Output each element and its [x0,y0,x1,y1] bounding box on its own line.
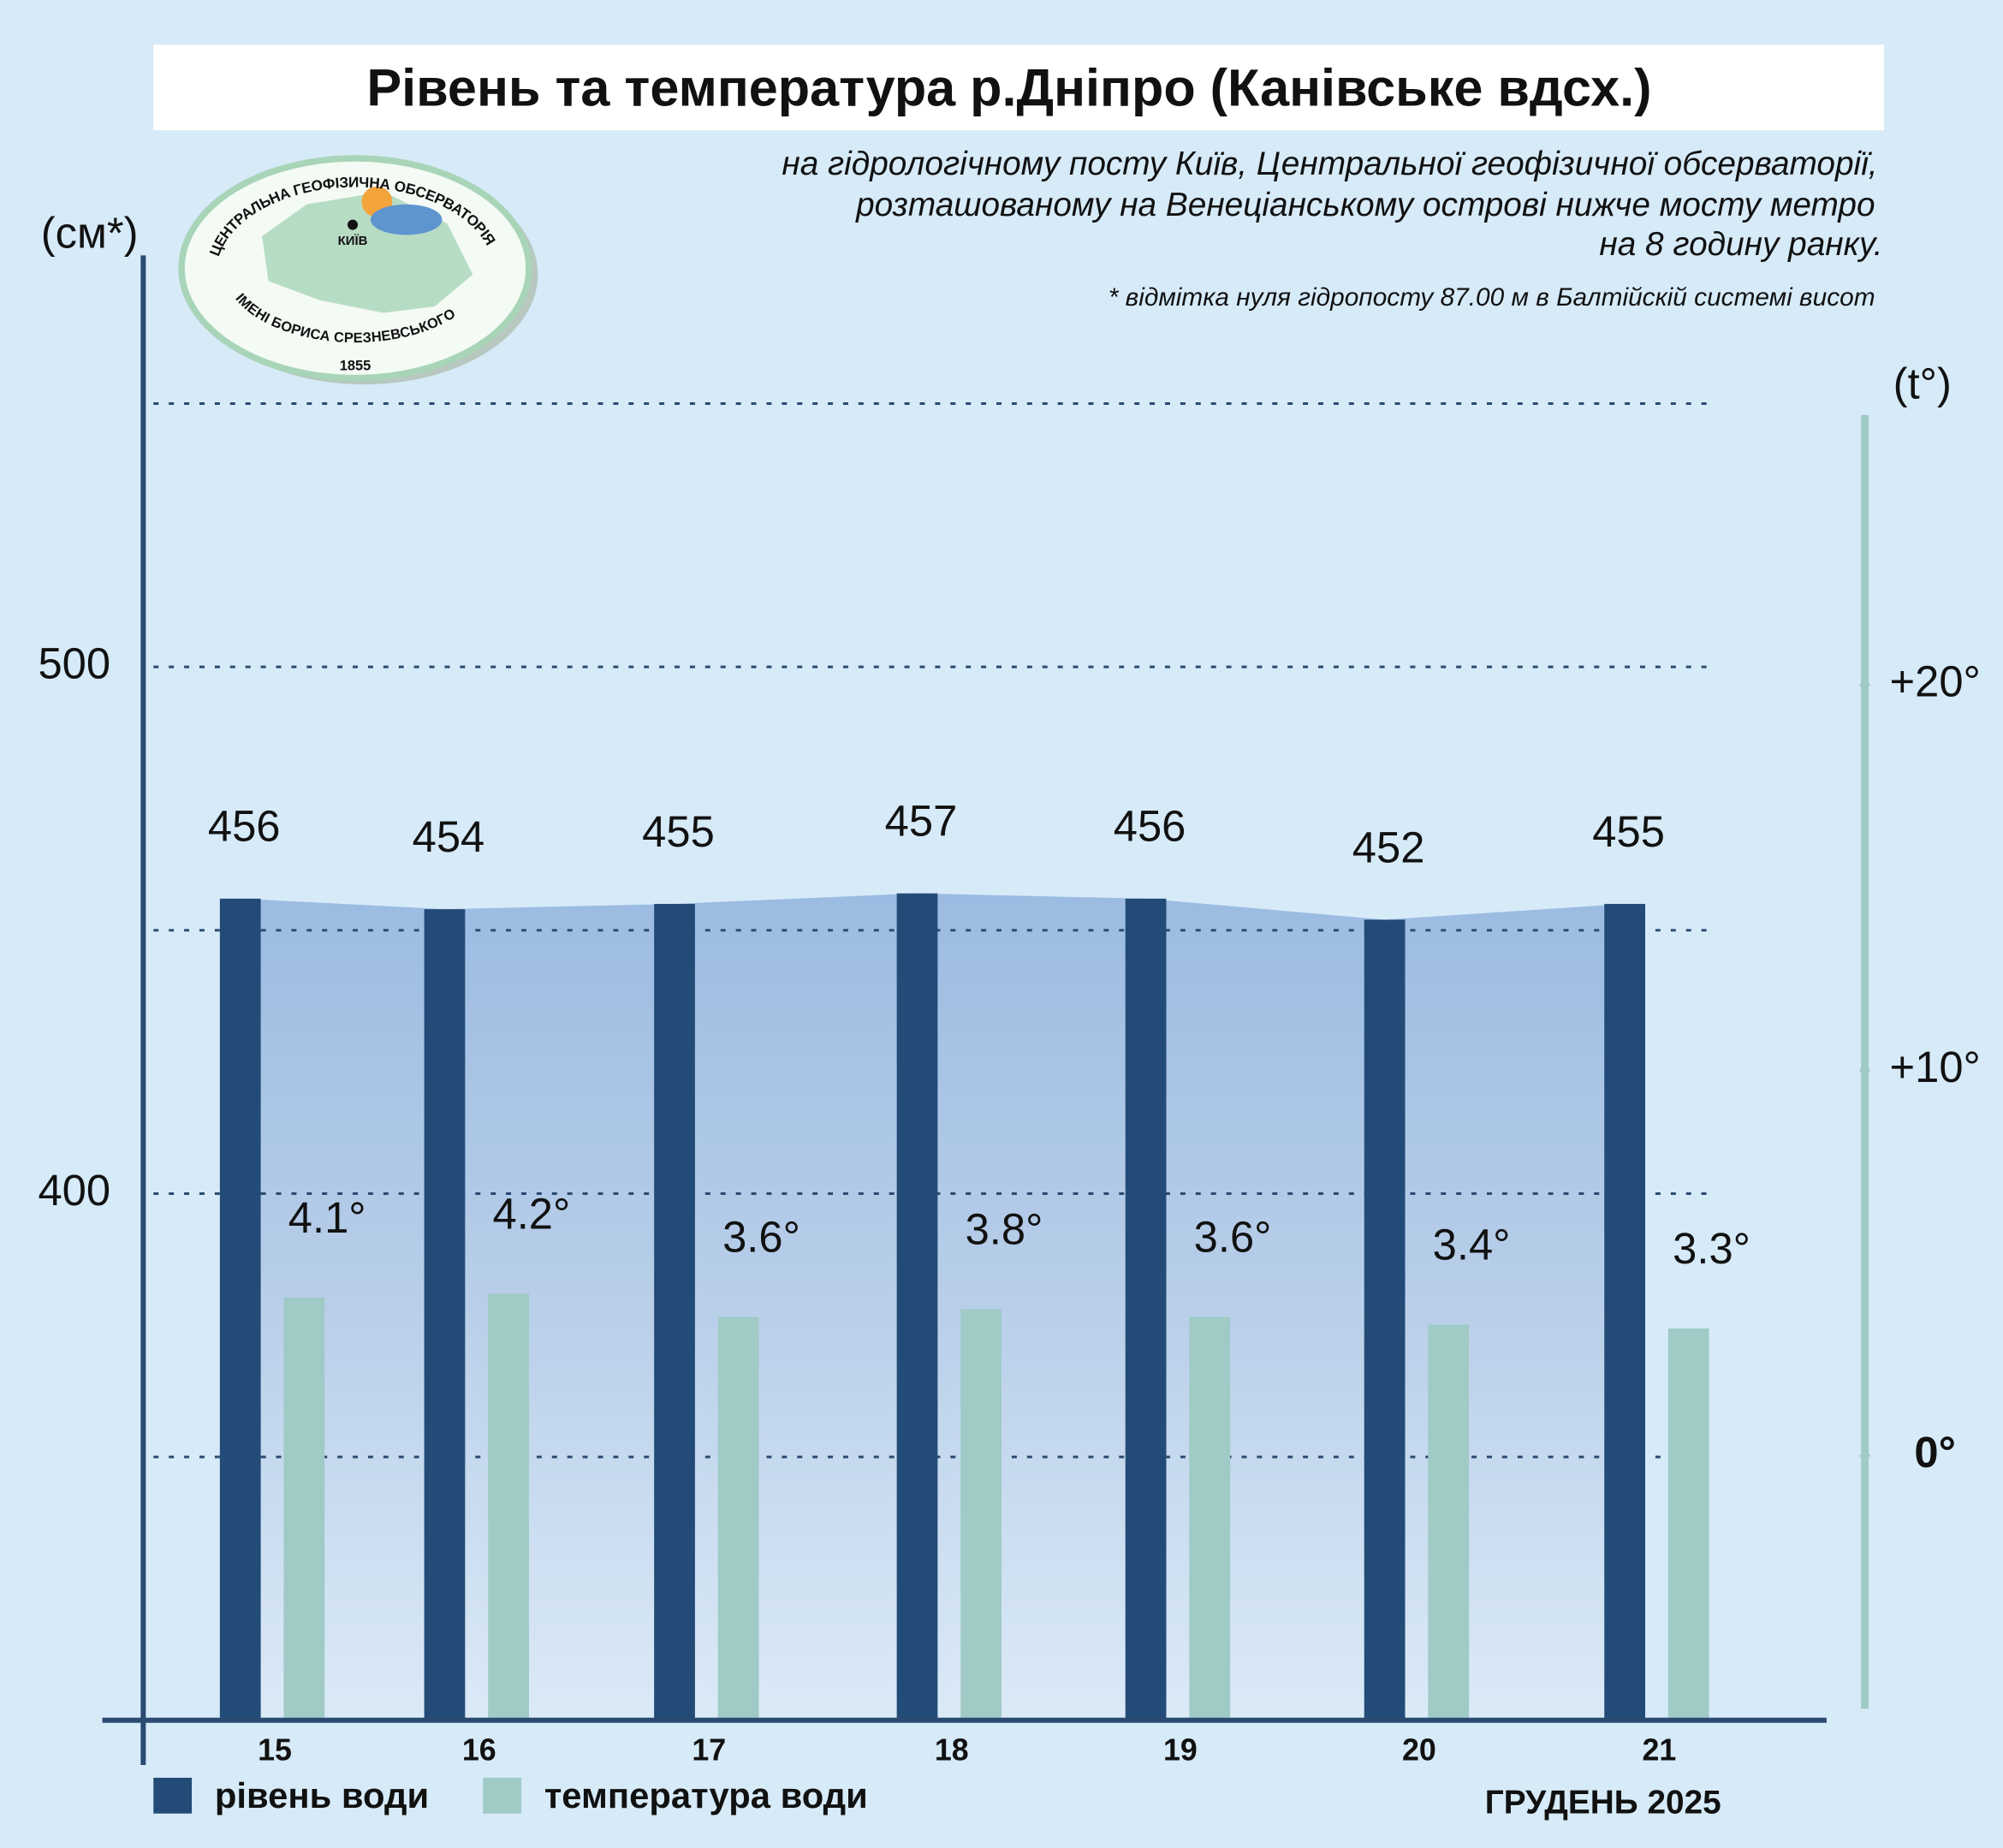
footnote: * відмітка нуля гідропосту 87.00 м в Бал… [1108,283,1875,312]
temp-bar [717,1316,759,1718]
level-value-label: 455 [642,807,715,856]
level-value-label: 452 [1352,823,1425,871]
y2-axis-label: (t°) [1893,359,1952,407]
temp-value-label: 4.1° [288,1193,366,1242]
subtitle: на гідрологічному посту Київ, Центрально… [782,146,1877,182]
temp-bar [1428,1324,1470,1718]
temp-value-label: 3.6° [722,1212,800,1261]
temp-value-label: 3.3° [1673,1224,1750,1273]
x-tick-label: 21 [1642,1733,1676,1768]
y2-tick-label: +10° [1890,1043,1981,1091]
logo-year: 1855 [340,359,371,374]
level-bar [219,898,261,1720]
level-value-label: 454 [413,812,485,861]
y2-tick-label: 0° [1914,1428,1956,1477]
logo: КИЇВ ЦЕНТРАЛЬНА ГЕОФІЗИЧНА ОБСЕРВАТОРІЯ … [178,155,538,385]
y2-tick-label: +20° [1890,657,1981,705]
legend-label: рівень води [215,1775,429,1815]
x-tick-label: 20 [1402,1733,1436,1768]
logo-cloud [370,204,443,235]
temp-value-label: 4.2° [493,1189,571,1238]
x-tick-label: 19 [1163,1733,1198,1768]
temp-bar [1189,1316,1231,1718]
x-tick-label: 17 [692,1733,726,1768]
chart-title: Рівень та температура р.Дніпро (Канівськ… [366,59,1651,117]
y-axis-label: (см*) [41,208,139,257]
logo-city: КИЇВ [338,234,368,248]
temp-value-label: 3.6° [1194,1212,1272,1261]
legend-swatch [483,1777,521,1814]
x-tick-label: 15 [258,1733,292,1768]
temp-bar [488,1293,529,1718]
temp-bar [283,1298,325,1718]
level-bar [896,893,938,1720]
legend-label: температура води [544,1775,868,1815]
level-bar [654,904,695,1720]
temp-bar [1667,1328,1709,1718]
level-bar [1125,898,1167,1720]
level-value-label: 456 [208,802,281,851]
temp-value-label: 3.8° [966,1204,1043,1253]
subtitle: розташованому на Венеціанському острові … [855,187,1875,223]
level-value-label: 456 [1114,802,1186,851]
x-tick-label: 18 [935,1733,969,1768]
logo-dot [348,219,359,230]
legend-swatch [153,1777,193,1814]
y-tick-label: 400 [38,1166,110,1215]
y-tick-label: 500 [38,639,110,688]
temp-value-label: 3.4° [1433,1220,1511,1269]
plot: 400 500 0° +10° +20° 456 454 455 457 456 452 455 4.1… [38,255,1981,1815]
level-bar [1604,904,1645,1720]
subtitle: на 8 годину ранку. [1599,226,1882,263]
level-bar [1364,919,1406,1720]
x-tick-label: 16 [462,1733,496,1768]
title-box [153,45,1885,131]
temp-bar [960,1309,1002,1718]
level-value-label: 455 [1592,807,1665,856]
x-axis-label: ГРУДЕНЬ 2025 [1485,1785,1721,1821]
level-bar [424,909,466,1720]
level-value-label: 457 [885,797,958,846]
